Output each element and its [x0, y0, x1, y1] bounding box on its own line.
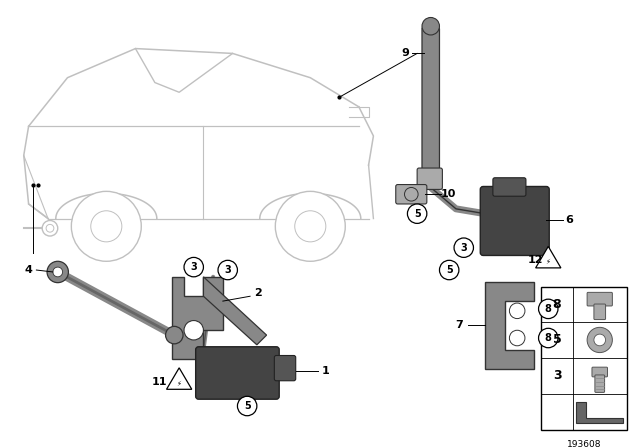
Circle shape [404, 187, 418, 201]
FancyBboxPatch shape [417, 168, 442, 190]
Text: 3: 3 [190, 262, 197, 272]
Text: 10: 10 [440, 189, 456, 199]
FancyBboxPatch shape [196, 347, 279, 399]
Circle shape [422, 17, 440, 35]
Text: ⚡: ⚡ [177, 381, 182, 387]
FancyBboxPatch shape [493, 178, 526, 196]
Text: 5: 5 [446, 265, 452, 275]
Text: 11: 11 [152, 377, 168, 387]
Circle shape [408, 204, 427, 224]
Circle shape [184, 258, 204, 277]
Circle shape [71, 191, 141, 261]
Text: 12: 12 [528, 255, 543, 265]
Polygon shape [536, 246, 561, 268]
FancyBboxPatch shape [396, 185, 427, 204]
Text: 193608: 193608 [567, 440, 602, 448]
Circle shape [46, 224, 54, 232]
Circle shape [509, 330, 525, 346]
FancyBboxPatch shape [541, 287, 627, 430]
Polygon shape [204, 277, 267, 345]
Text: 3: 3 [553, 370, 561, 383]
Polygon shape [172, 277, 223, 359]
Circle shape [538, 328, 558, 348]
Circle shape [42, 220, 58, 236]
FancyBboxPatch shape [587, 293, 612, 306]
Circle shape [275, 191, 345, 261]
Circle shape [53, 267, 63, 277]
Polygon shape [166, 368, 192, 389]
Circle shape [218, 260, 237, 280]
FancyBboxPatch shape [422, 27, 440, 177]
Circle shape [91, 211, 122, 242]
Circle shape [509, 303, 525, 319]
Circle shape [454, 238, 474, 258]
Text: 5: 5 [244, 401, 250, 411]
Circle shape [295, 211, 326, 242]
Text: 3: 3 [460, 243, 467, 253]
Circle shape [237, 396, 257, 416]
Text: 5: 5 [552, 333, 561, 346]
Text: ⚡: ⚡ [546, 259, 550, 265]
Polygon shape [485, 282, 534, 369]
Text: 2: 2 [254, 289, 262, 298]
FancyBboxPatch shape [595, 375, 605, 392]
Text: 3: 3 [225, 265, 231, 275]
FancyBboxPatch shape [480, 186, 549, 255]
Circle shape [587, 327, 612, 353]
Text: 5: 5 [413, 209, 420, 219]
Text: 6: 6 [566, 215, 573, 225]
Text: 8: 8 [553, 297, 561, 310]
Circle shape [166, 326, 183, 344]
Text: 8: 8 [545, 304, 552, 314]
Text: 9: 9 [401, 48, 410, 58]
FancyBboxPatch shape [592, 367, 607, 377]
Text: 8: 8 [545, 333, 552, 343]
Circle shape [440, 260, 459, 280]
Polygon shape [577, 401, 623, 423]
FancyBboxPatch shape [275, 356, 296, 381]
Circle shape [594, 334, 605, 346]
Circle shape [538, 299, 558, 319]
Text: 4: 4 [25, 265, 33, 275]
FancyBboxPatch shape [594, 304, 605, 319]
Text: 1: 1 [322, 366, 330, 376]
Text: 7: 7 [455, 320, 463, 330]
Circle shape [47, 261, 68, 283]
Circle shape [184, 320, 204, 340]
